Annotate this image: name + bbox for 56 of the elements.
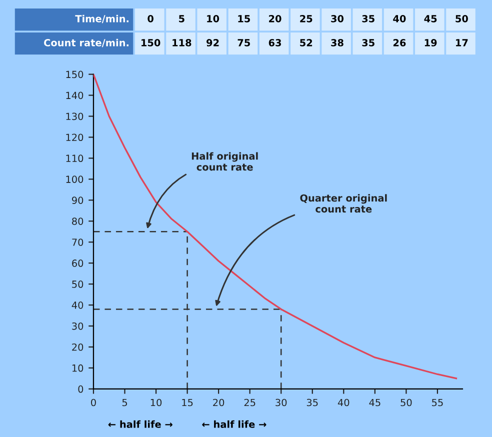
data-label: 17 [456,39,468,46]
x-tick-label: 10 [150,398,162,406]
data-label: 63 [268,39,281,46]
x-tick-label: 20 [213,398,224,406]
annotation: Quarter original count rate [300,194,387,213]
y-tick-label: 120 [66,134,84,142]
y-tick-label: 130 [66,112,84,120]
category-label: 15 [238,15,250,22]
y-tick-label: 60 [72,260,84,267]
y-tick-label: 110 [66,154,84,162]
category-label: 10 [207,15,220,22]
y-tick-label: 10 [72,364,84,372]
category-label: 45 [424,15,437,22]
data-label: 118 [172,39,192,46]
x-tick-label: 30 [276,398,287,406]
text: ← half life → [108,420,172,428]
y-tick-label: 20 [72,343,84,351]
y-tick-label: 30 [72,322,84,330]
category-label: 25 [300,15,312,22]
category-label: 40 [393,15,406,22]
data-label: 52 [300,39,312,46]
category-label: 50 [456,15,468,22]
data-label: 26 [393,39,406,46]
y-tick-label: 50 [72,280,84,288]
x-tick-label: 0 [91,398,96,406]
data-label: 75 [238,39,250,46]
category-label: 20 [269,15,282,22]
x-tick-label: 5 [122,398,127,406]
x-tick-label: 35 [306,398,318,406]
x-tick-label: 25 [244,398,256,406]
category-label: 35 [362,39,374,46]
y-tick-label: 150 [66,70,84,78]
category-label: 0 [148,15,154,22]
y-tick-label: 100 [66,176,84,183]
data-label: 35 [362,15,374,22]
x-tick-label: 50 [400,398,412,406]
y-tick-label: 0 [78,385,84,393]
y-tick-label: 140 [66,92,84,100]
text: Time/min. [75,14,128,24]
data-label: 150 [142,39,160,46]
x-tick-label: 55 [432,398,443,406]
data-label: 92 [206,39,219,46]
annotation: Half original count rate [192,152,258,171]
y-tick-label: 80 [72,218,84,225]
data-label: 19 [424,39,437,46]
x-tick-label: 15 [182,398,193,406]
category-label: 5 [179,15,184,22]
y-tick-label: 40 [72,302,84,309]
x-tick-label: 40 [338,398,350,406]
x-tick-label: 45 [369,398,380,406]
text: ← half life → [202,420,266,428]
text: Count rate/min. [44,38,128,48]
category-label: 30 [331,15,344,22]
y-tick-label: 70 [72,238,84,246]
data-label: 38 [331,39,344,46]
y-tick-label: 90 [72,196,84,204]
